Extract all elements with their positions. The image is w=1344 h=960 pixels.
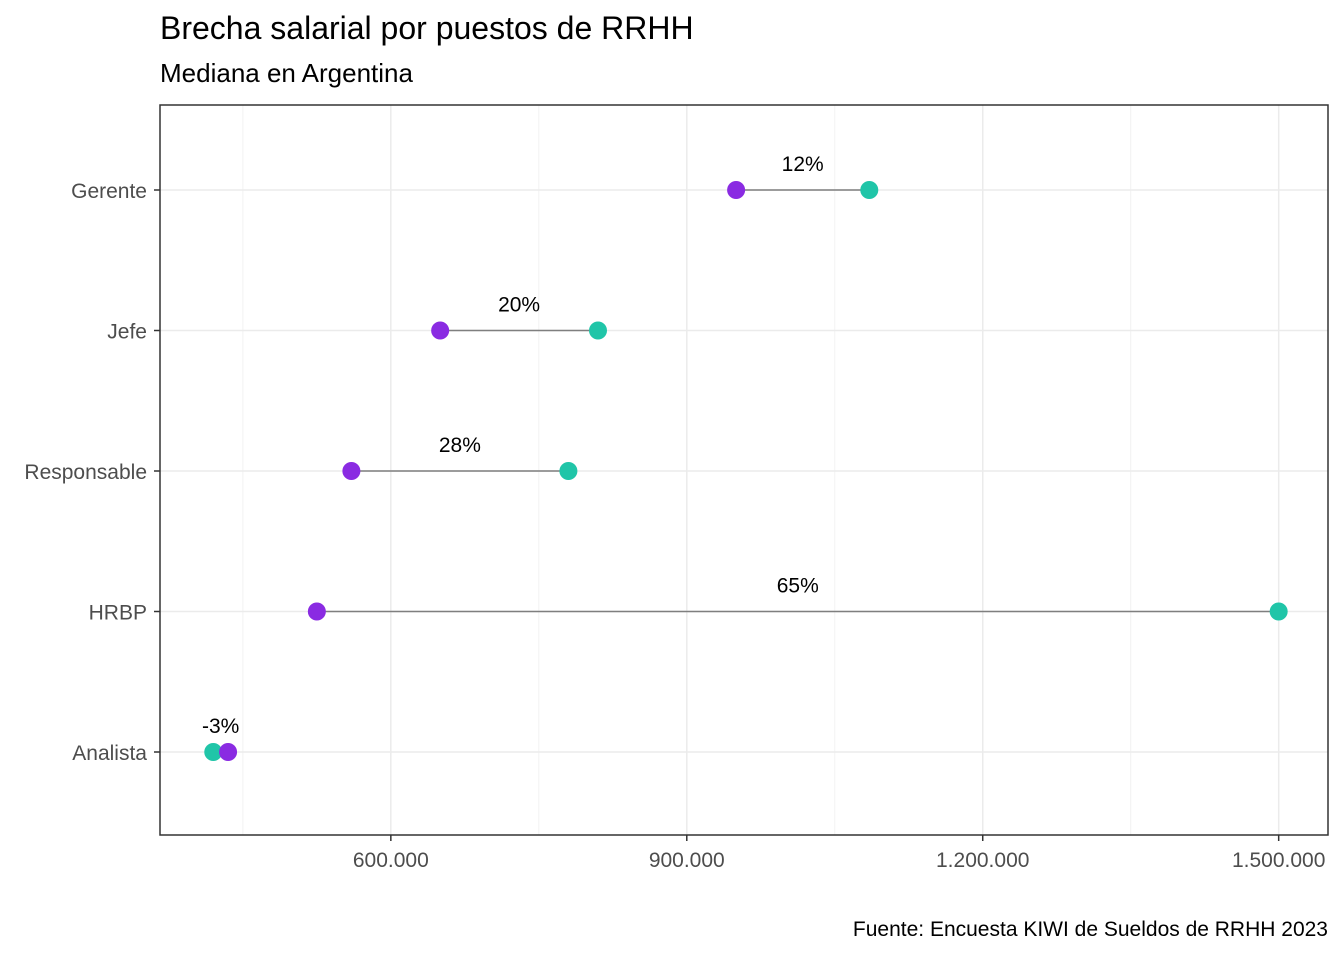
point-series-b <box>860 181 879 199</box>
gap-label: 12% <box>782 153 824 176</box>
y-tick-label: HRBP <box>89 602 147 625</box>
y-tick-label: Responsable <box>24 461 147 484</box>
x-tick-label: 600.000 <box>353 849 429 872</box>
point-series-a <box>219 743 238 761</box>
point-series-b <box>204 743 223 761</box>
point-series-a <box>431 321 450 340</box>
gap-label: -3% <box>202 715 239 738</box>
y-tick-label: Jefe <box>107 321 147 344</box>
point-series-a <box>727 181 746 199</box>
gap-label: 28% <box>439 434 481 457</box>
x-tick-label: 1.200.000 <box>936 849 1029 872</box>
point-series-b <box>559 462 578 480</box>
panel-border <box>159 104 1329 836</box>
x-tick-label: 1.500.000 <box>1232 849 1325 872</box>
chart-subtitle: Mediana en Argentina <box>160 58 413 88</box>
point-series-b <box>589 321 607 340</box>
chart-title: Brecha salarial por puestos de RRHH <box>160 10 694 46</box>
x-tick-label: 900.000 <box>649 849 725 872</box>
y-tick-label: Gerente <box>71 180 147 203</box>
point-series-a <box>307 602 326 621</box>
point-series-b <box>1269 602 1288 621</box>
gap-label: 65% <box>777 575 819 598</box>
chart-caption: Fuente: Encuesta KIWI de Sueldos de RRHH… <box>852 918 1328 941</box>
y-tick-label: Analista <box>72 742 147 765</box>
gap-label: 20% <box>498 294 540 317</box>
point-series-a <box>342 462 361 480</box>
